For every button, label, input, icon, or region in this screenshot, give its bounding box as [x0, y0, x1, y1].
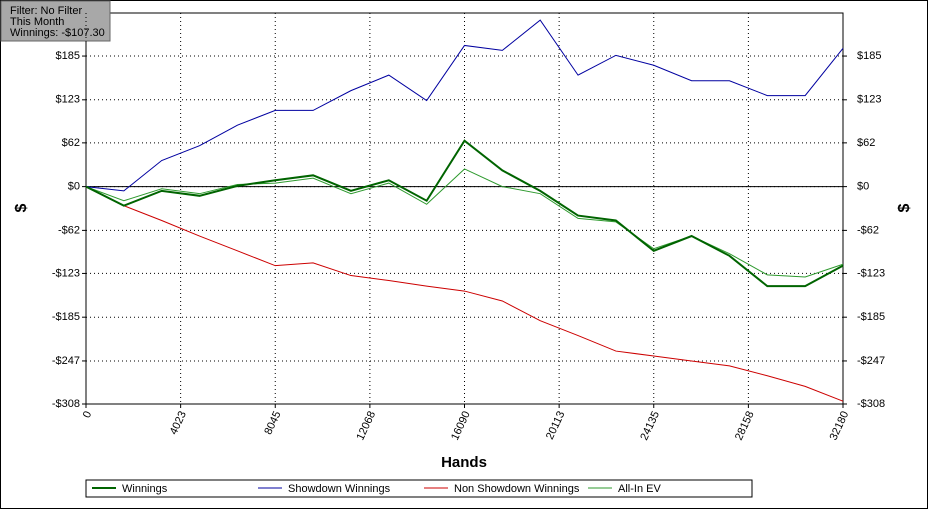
- y2-tick-label: $62: [857, 137, 875, 149]
- legend-label: Winnings: [122, 483, 168, 495]
- y2-axis-label: $: [896, 203, 913, 212]
- y-tick-label: $62: [62, 137, 80, 149]
- y2-tick-label: $0: [857, 181, 869, 193]
- x-tick-label: 0: [81, 409, 94, 420]
- y-tick-label: $185: [56, 50, 80, 62]
- series-line: [85, 139, 844, 288]
- y-tick-label: $123: [56, 94, 80, 106]
- plot-area: [85, 12, 844, 405]
- y-tick-label: -$247: [52, 355, 80, 367]
- y-axis-label: $: [13, 203, 30, 212]
- filter-text: Winnings: -$107.30: [10, 27, 105, 39]
- y2-tick-label: $123: [857, 94, 881, 106]
- series-line: [85, 168, 844, 278]
- legend-label: Non Showdown Winnings: [454, 483, 580, 495]
- legend-label: All-In EV: [618, 483, 661, 495]
- legend: [85, 479, 753, 498]
- y2-tick-label: -$308: [857, 398, 885, 410]
- y-tick-label: -$123: [52, 267, 80, 279]
- y2-tick-label: -$247: [857, 355, 885, 367]
- legend-label: Showdown Winnings: [288, 483, 391, 495]
- y2-tick-label: -$185: [857, 311, 885, 323]
- y-tick-label: -$308: [52, 398, 80, 410]
- y-tick-label: -$185: [52, 311, 80, 323]
- y2-tick-label: -$123: [857, 267, 885, 279]
- series-line: [85, 19, 844, 192]
- series-line: [85, 186, 844, 402]
- filter-box: [0, 0, 111, 42]
- y-tick-label: $0: [68, 181, 80, 193]
- filter-text: This Month: [10, 16, 64, 28]
- x-axis-label: Hands: [441, 454, 487, 471]
- filter-text: Filter: No Filter: [10, 5, 82, 17]
- y2-tick-label: $185: [857, 50, 881, 62]
- y-tick-label: -$62: [58, 224, 80, 236]
- y2-tick-label: -$62: [857, 224, 879, 236]
